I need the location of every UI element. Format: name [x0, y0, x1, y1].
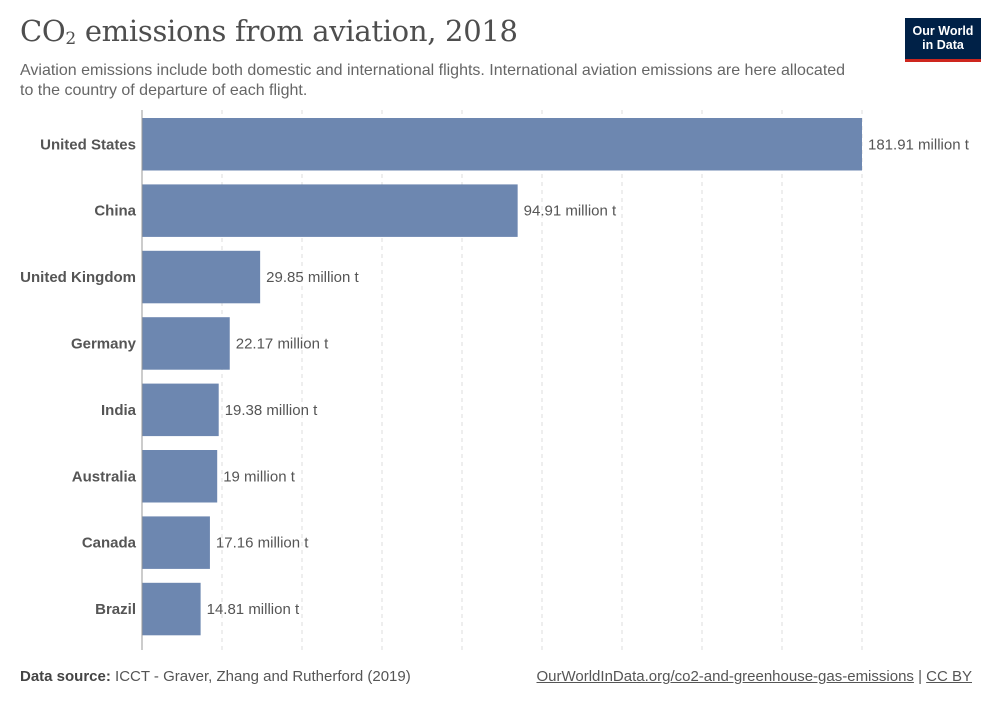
bar-canada	[142, 516, 210, 569]
category-label: India	[101, 402, 137, 419]
data-source: Data source: ICCT - Graver, Zhang and Ru…	[20, 668, 411, 685]
bar-brazil	[142, 582, 201, 636]
chart-title: CO2 emissions from aviation, 2018	[20, 14, 518, 49]
footer-links: OurWorldInData.org/co2-and-greenhouse-ga…	[537, 668, 973, 685]
value-label: 14.81 million t	[207, 601, 300, 618]
bar-united-kingdom	[142, 250, 261, 304]
value-label: 19.38 million t	[225, 402, 318, 419]
title-prefix: CO	[20, 14, 66, 48]
bar-india	[142, 383, 219, 437]
title-subscript: 2	[65, 29, 76, 49]
category-label: Brazil	[95, 601, 136, 618]
data-source-label: Data source:	[20, 668, 111, 685]
category-label: Canada	[82, 535, 137, 552]
value-label: 19 million t	[223, 468, 296, 485]
value-label: 29.85 million t	[266, 269, 359, 286]
bar-australia	[142, 450, 218, 503]
value-label: 17.16 million t	[216, 535, 309, 552]
category-label: Australia	[72, 468, 137, 485]
source-url-link[interactable]: OurWorldInData.org/co2-and-greenhouse-ga…	[536, 668, 914, 685]
category-label: United States	[40, 136, 136, 153]
footer-separator: |	[913, 668, 927, 685]
bar-germany	[142, 317, 230, 370]
value-label: 181.91 million t	[868, 136, 970, 153]
chart-subtitle: Aviation emissions include both domestic…	[20, 62, 846, 99]
bar-united-states	[142, 118, 862, 171]
owid-logo[interactable]: Our World in Data	[905, 18, 981, 62]
value-label: 94.91 million t	[524, 203, 617, 220]
value-label: 22.17 million t	[236, 335, 329, 352]
logo-line-2: in Data	[922, 38, 964, 52]
data-source-text: ICCT - Graver, Zhang and Rutherford (201…	[110, 668, 411, 685]
logo-line-1: Our World	[912, 24, 974, 38]
category-label: China	[94, 203, 136, 220]
category-label: Germany	[71, 335, 137, 352]
category-label: United Kingdom	[20, 269, 136, 286]
title-suffix: emissions from aviation, 2018	[75, 14, 518, 48]
license-link[interactable]: CC BY	[926, 668, 972, 685]
bar-china	[142, 184, 518, 237]
footer: Data source: ICCT - Graver, Zhang and Ru…	[20, 668, 972, 685]
bar-chart: United States 181.91 million t China 94.91 …	[20, 110, 970, 650]
